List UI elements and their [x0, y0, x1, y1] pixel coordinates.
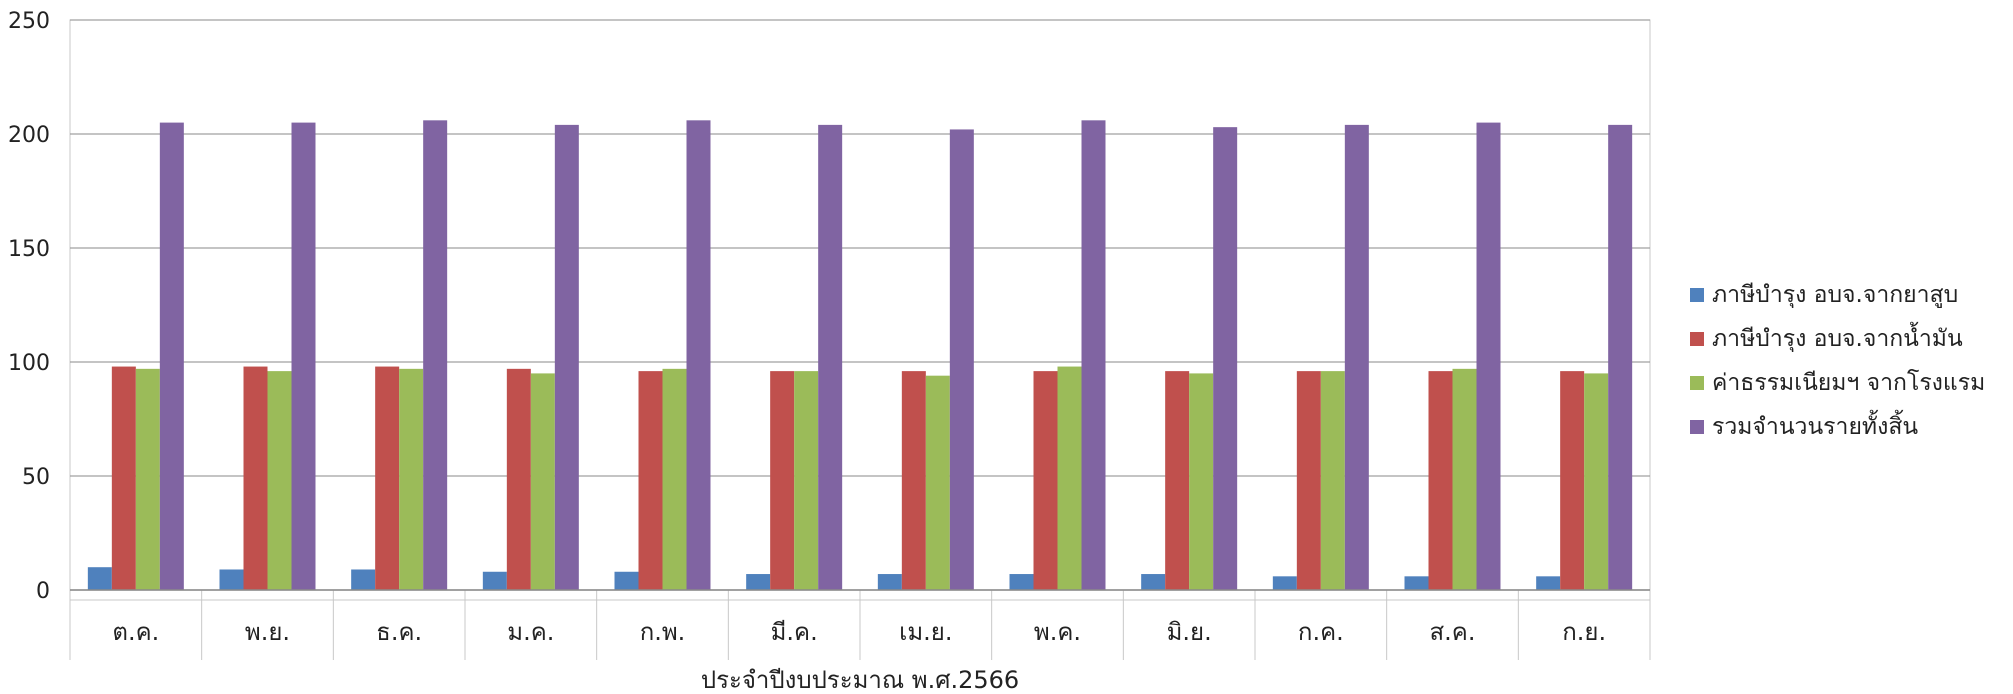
- x-category-label: ก.พ.: [640, 618, 686, 646]
- x-category-label: มี.ค.: [771, 618, 818, 646]
- y-tick-label: 0: [36, 579, 50, 604]
- x-category-label: มิ.ย.: [1167, 618, 1212, 646]
- bar-1: [219, 569, 244, 590]
- y-tick-label: 200: [8, 123, 50, 148]
- bar-1: [482, 571, 507, 590]
- y-axis-ticks: 0 50 100 150 200 250: [8, 9, 50, 604]
- bar-4: [1344, 124, 1369, 590]
- y-tick-label: 50: [22, 465, 50, 490]
- bar-2: [1428, 371, 1453, 590]
- bar-3: [530, 373, 555, 590]
- bar-4: [949, 129, 974, 590]
- y-tick-label: 150: [8, 237, 50, 262]
- legend-label: รวมจำนวนรายทั้งสิ้น: [1712, 410, 1918, 440]
- x-category-label: ก.ค.: [1298, 618, 1344, 646]
- bar-1: [1009, 574, 1034, 590]
- bar-2: [111, 366, 136, 590]
- x-category-label: ม.ค.: [507, 618, 554, 646]
- bar-4: [423, 120, 448, 590]
- legend-swatch: [1690, 376, 1704, 390]
- bar-3: [399, 368, 424, 590]
- legend-label: ภาษีบำรุง อบจ.จากยาสูบ: [1712, 282, 1958, 308]
- bar-4: [818, 124, 843, 590]
- bar-4: [1213, 127, 1238, 590]
- plot-area: [69, 19, 1651, 601]
- legend-label: ค่าธรรมเนียมฯ จากโรงแรม: [1712, 369, 1985, 396]
- bar-2: [375, 366, 400, 590]
- x-axis-category-labels: ต.ค. พ.ย. ธ.ค. ม.ค. ก.พ. มี.ค. เม.ย. พ.ค. มิ.ย. ก…: [69, 589, 1651, 660]
- bar-3: [794, 371, 819, 590]
- x-axis-title: ประจำปีงบประมาณ พ.ศ.2566: [701, 666, 1019, 694]
- bar-3: [662, 368, 687, 590]
- bar-3: [1452, 368, 1477, 590]
- bar-1: [1272, 576, 1297, 590]
- bar-2: [243, 366, 268, 590]
- bar-3: [267, 371, 292, 590]
- bar-4: [1608, 124, 1633, 590]
- bar-4: [686, 120, 711, 590]
- bar-2: [770, 371, 795, 590]
- bar-1: [614, 571, 639, 590]
- x-category-label: ส.ค.: [1430, 618, 1476, 646]
- bar-1: [746, 574, 771, 590]
- bar-2: [1296, 371, 1321, 590]
- bar-1: [877, 574, 902, 590]
- x-category-label: เม.ย.: [899, 618, 952, 646]
- x-category-label: ต.ค.: [112, 618, 159, 646]
- bar-3: [135, 368, 160, 590]
- bar-1: [1536, 576, 1561, 590]
- x-category-label: ธ.ค.: [376, 618, 422, 646]
- bar-3: [1584, 373, 1609, 590]
- bar-2: [901, 371, 926, 590]
- bar-2: [1165, 371, 1190, 590]
- bar-3: [1189, 373, 1214, 590]
- bar-4: [159, 122, 184, 590]
- y-tick-label: 100: [8, 351, 50, 376]
- bar-1: [351, 569, 376, 590]
- legend-label: ภาษีบำรุง อบจ.จากน้ำมัน: [1712, 322, 1963, 352]
- x-category-label: พ.ย.: [245, 618, 290, 646]
- bar-2: [506, 368, 531, 590]
- legend-swatch: [1690, 332, 1704, 346]
- bar-4: [1476, 122, 1501, 590]
- bar-4: [554, 124, 579, 590]
- legend-swatch: [1690, 420, 1704, 434]
- bar-2: [1033, 371, 1058, 590]
- bar-3: [1320, 371, 1345, 590]
- bar-2: [638, 371, 663, 590]
- bar-1: [1141, 574, 1166, 590]
- bar-3: [925, 375, 950, 590]
- bar-4: [1081, 120, 1106, 590]
- y-tick-label: 250: [8, 9, 50, 34]
- bar-2: [1560, 371, 1585, 590]
- x-category-label: พ.ค.: [1034, 618, 1081, 646]
- legend-swatch: [1690, 288, 1704, 302]
- bar-3: [1057, 366, 1082, 590]
- x-category-label: ก.ย.: [1562, 618, 1606, 646]
- bar-4: [291, 122, 316, 590]
- bars: [87, 120, 1633, 590]
- bar-1: [1404, 576, 1429, 590]
- bar-1: [87, 567, 112, 590]
